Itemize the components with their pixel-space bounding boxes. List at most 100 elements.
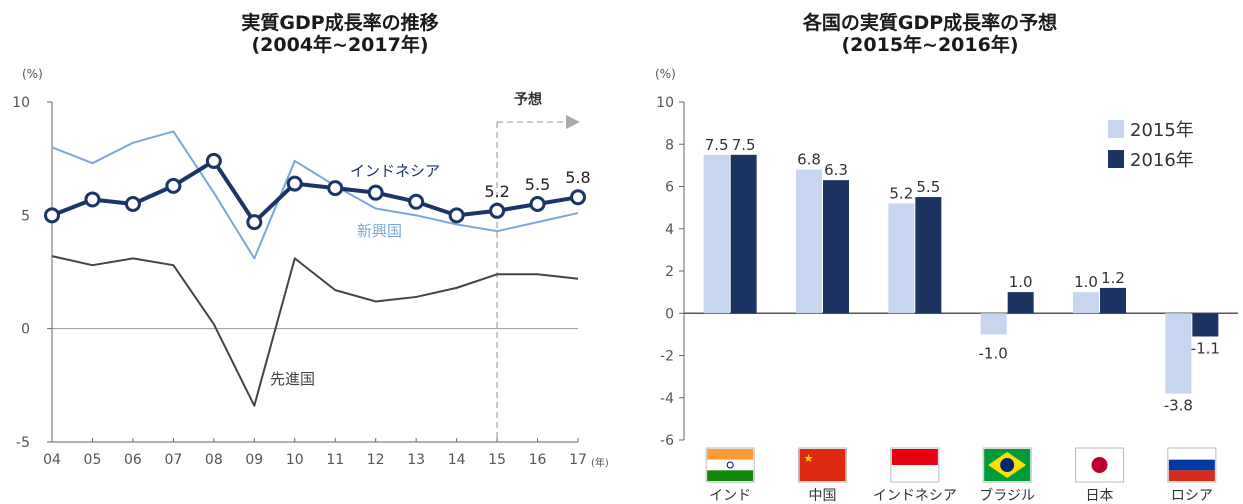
x-tick-label: 15 bbox=[488, 452, 506, 468]
china-flag-icon: ★ bbox=[798, 447, 847, 483]
flag-sun bbox=[1091, 457, 1108, 473]
bar bbox=[796, 169, 822, 314]
x-tick-label: 09 bbox=[245, 452, 263, 468]
flag-stripe bbox=[1168, 470, 1215, 481]
y-tick-label: 10 bbox=[656, 95, 674, 111]
bar-data-label: 5.2 bbox=[889, 184, 913, 202]
y-tick-label: 8 bbox=[665, 137, 674, 153]
forecast-label: 予想 bbox=[514, 91, 542, 108]
y-tick-label: 2 bbox=[665, 264, 674, 280]
bar-data-label: -3.8 bbox=[1164, 397, 1193, 415]
flag-stripe bbox=[1168, 459, 1215, 471]
data-point bbox=[448, 207, 465, 224]
bar-data-label: 7.5 bbox=[732, 136, 756, 154]
x-tick-label: 08 bbox=[205, 452, 223, 468]
bar-data-label: 1.0 bbox=[1009, 273, 1033, 291]
bar-data-label: 1.2 bbox=[1101, 269, 1125, 287]
bar-data-label: 1.0 bbox=[1074, 273, 1098, 291]
bar-data-label: 5.5 bbox=[916, 178, 940, 196]
flag-stripe bbox=[707, 459, 754, 471]
legend-label: 2015年 bbox=[1130, 120, 1194, 141]
flag-background bbox=[890, 447, 940, 483]
flag-globe bbox=[1000, 458, 1015, 472]
left-x-unit: (年) bbox=[591, 456, 609, 469]
bar bbox=[730, 154, 757, 314]
data-point bbox=[529, 196, 546, 212]
series-line bbox=[51, 130, 579, 260]
y-tick-label: -4 bbox=[660, 391, 674, 407]
emerging-series-label: 新興国 bbox=[357, 222, 402, 240]
data-label: 5.5 bbox=[525, 175, 550, 194]
right-chart-subtitle: (2015年~2016年) bbox=[841, 34, 1019, 56]
x-tick-label: 13 bbox=[407, 452, 425, 468]
right-y-unit: (%) bbox=[655, 67, 676, 81]
bar bbox=[1165, 313, 1192, 394]
data-point bbox=[165, 177, 182, 194]
bar bbox=[1007, 292, 1034, 314]
flag-background bbox=[1167, 447, 1217, 483]
flag-background bbox=[798, 447, 847, 483]
left-chart-subtitle: (2004年~2017年) bbox=[251, 34, 429, 56]
japan-flag-icon bbox=[1075, 447, 1124, 483]
y-tick-label: 4 bbox=[665, 222, 674, 238]
data-point bbox=[570, 189, 586, 206]
bar-data-label: 6.3 bbox=[824, 161, 848, 179]
flag-stripe bbox=[707, 449, 754, 460]
star-icon: ★ bbox=[804, 452, 814, 465]
legend-swatch bbox=[1108, 120, 1124, 138]
category-label: ロシア bbox=[1171, 488, 1213, 504]
bar bbox=[888, 203, 915, 314]
right-chart-title: 各国の実質GDP成長率の予想 bbox=[802, 12, 1058, 34]
bar bbox=[1192, 313, 1219, 337]
bar-data-label: -1.0 bbox=[979, 344, 1008, 362]
x-tick-label: 16 bbox=[529, 452, 547, 468]
x-tick-label: 12 bbox=[367, 452, 385, 468]
series-line bbox=[51, 255, 579, 407]
y-tick-label: 6 bbox=[665, 180, 674, 196]
x-tick-label: 06 bbox=[124, 452, 142, 468]
indonesia-flag-icon bbox=[890, 447, 940, 483]
bar bbox=[915, 197, 942, 314]
data-point bbox=[367, 184, 384, 201]
data-point bbox=[124, 196, 141, 212]
y-tick-label: -2 bbox=[660, 349, 674, 365]
flag-stripe bbox=[891, 465, 938, 481]
data-point bbox=[205, 152, 222, 169]
flag-background bbox=[982, 447, 1032, 483]
category-label: 中国 bbox=[809, 488, 837, 504]
y-tick-label: 0 bbox=[665, 306, 674, 322]
flag-background bbox=[705, 447, 755, 483]
legend-label: 2016年 bbox=[1130, 150, 1194, 171]
flag-stripe bbox=[707, 470, 754, 481]
data-point bbox=[489, 202, 506, 219]
right-chart-title-block: 各国の実質GDP成長率の予想 (2015年~2016年) bbox=[700, 12, 1160, 56]
bar bbox=[703, 154, 730, 314]
bar bbox=[1100, 287, 1126, 314]
flag-stripe bbox=[891, 449, 938, 465]
y-tick-label: 0 bbox=[21, 322, 30, 338]
forecast-arrow-head bbox=[566, 115, 580, 129]
x-tick-label: 05 bbox=[84, 452, 102, 468]
left-chart-title-block: 実質GDP成長率の推移 (2004年~2017年) bbox=[150, 12, 530, 56]
category-label: インドネシア bbox=[873, 488, 957, 504]
x-tick-label: 17 bbox=[569, 452, 587, 468]
flag-field bbox=[984, 449, 1031, 481]
flag-field bbox=[799, 449, 846, 481]
data-point bbox=[286, 175, 303, 192]
flag-background bbox=[1075, 447, 1124, 483]
russia-flag-icon bbox=[1167, 447, 1217, 483]
data-point bbox=[44, 207, 60, 224]
bar-data-label: 7.5 bbox=[705, 136, 729, 154]
bar bbox=[1073, 292, 1099, 314]
bar-data-label: 6.8 bbox=[797, 151, 821, 169]
y-tick-label: 5 bbox=[21, 208, 30, 224]
brazil-flag-icon bbox=[982, 447, 1032, 483]
category-label: ブラジル bbox=[979, 487, 1035, 504]
data-point bbox=[84, 191, 101, 208]
x-tick-label: 14 bbox=[448, 452, 466, 468]
indonesia-series-label: インドネシア bbox=[350, 162, 440, 180]
india-flag-icon bbox=[705, 447, 755, 483]
bar bbox=[823, 180, 849, 314]
chakra-icon bbox=[726, 461, 734, 469]
